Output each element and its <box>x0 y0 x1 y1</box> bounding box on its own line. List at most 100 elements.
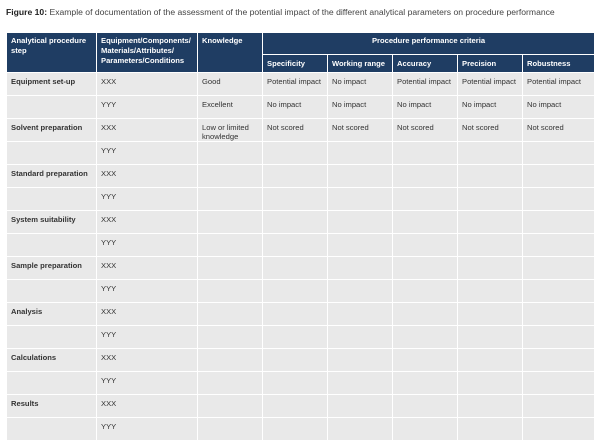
knowledge-cell: Good <box>197 72 263 96</box>
criterion-cell <box>457 233 523 257</box>
table-row: Standard preparation XXX <box>6 164 595 188</box>
knowledge-cell <box>197 233 263 257</box>
component-cell: XXX <box>96 72 198 96</box>
step-cell-empty <box>6 95 97 119</box>
criterion-cell <box>327 279 393 303</box>
knowledge-cell <box>197 187 263 211</box>
criterion-cell <box>457 325 523 349</box>
criterion-cell <box>262 141 328 165</box>
criterion-cell <box>262 279 328 303</box>
component-cell: XXX <box>96 118 198 142</box>
knowledge-cell <box>197 394 263 418</box>
criterion-cell: Potential impact <box>522 72 595 96</box>
header-accuracy: Accuracy <box>392 54 458 73</box>
criterion-cell <box>457 164 523 188</box>
criterion-cell <box>327 141 393 165</box>
component-cell: XXX <box>96 348 198 372</box>
table-row: Solvent preparation XXX Low or limited kno… <box>6 118 595 142</box>
header-components: Equipment/Components/ Materials/Attribut… <box>96 32 198 73</box>
knowledge-cell <box>197 371 263 395</box>
criterion-cell <box>392 210 458 234</box>
header-knowledge: Knowledge <box>197 32 263 73</box>
criterion-cell <box>522 302 595 326</box>
criterion-cell <box>522 371 595 395</box>
criterion-cell <box>457 187 523 211</box>
step-cell: Results <box>6 394 97 418</box>
criterion-cell <box>522 279 595 303</box>
criterion-cell: No impact <box>392 95 458 119</box>
criterion-cell: Not scored <box>457 118 523 142</box>
criterion-cell <box>457 417 523 441</box>
criterion-cell <box>262 394 328 418</box>
criterion-cell <box>327 233 393 257</box>
criterion-cell <box>522 394 595 418</box>
component-cell: XXX <box>96 394 198 418</box>
component-cell: XXX <box>96 210 198 234</box>
criterion-cell <box>522 141 595 165</box>
criterion-cell <box>262 371 328 395</box>
table-row: YYY <box>6 279 595 303</box>
table-row: YYY Excellent No impact No impact No impact N… <box>6 95 595 119</box>
step-cell-empty <box>6 141 97 165</box>
criterion-cell <box>457 279 523 303</box>
criterion-cell <box>327 325 393 349</box>
component-cell: XXX <box>96 164 198 188</box>
criterion-cell: Not scored <box>392 118 458 142</box>
criterion-cell <box>262 325 328 349</box>
table-row: YYY <box>6 325 595 349</box>
component-cell: YYY <box>96 325 198 349</box>
criterion-cell: Potential impact <box>457 72 523 96</box>
criterion-cell <box>262 210 328 234</box>
criterion-cell <box>327 371 393 395</box>
criterion-cell: Not scored <box>262 118 328 142</box>
component-cell: YYY <box>96 417 198 441</box>
criterion-cell: No impact <box>457 95 523 119</box>
knowledge-cell <box>197 210 263 234</box>
knowledge-cell <box>197 141 263 165</box>
component-cell: YYY <box>96 141 198 165</box>
table-row: Calculations XXX <box>6 348 595 372</box>
table-body: Equipment set-up XXX Good Potential impact N… <box>6 72 595 441</box>
table-row: YYY <box>6 233 595 257</box>
step-cell-empty <box>6 233 97 257</box>
criterion-cell: No impact <box>522 95 595 119</box>
knowledge-cell <box>197 302 263 326</box>
criterion-cell <box>392 187 458 211</box>
criterion-cell <box>522 210 595 234</box>
criterion-cell <box>327 210 393 234</box>
step-cell-empty <box>6 371 97 395</box>
criterion-cell <box>457 141 523 165</box>
table-row: Sample preparation XXX <box>6 256 595 280</box>
table-row: YYY <box>6 187 595 211</box>
criterion-cell <box>327 302 393 326</box>
knowledge-cell <box>197 164 263 188</box>
table-row: Analysis XXX <box>6 302 595 326</box>
step-cell: Sample preparation <box>6 256 97 280</box>
criterion-cell: Not scored <box>522 118 595 142</box>
knowledge-cell <box>197 417 263 441</box>
knowledge-cell: Low or limited knowledge <box>197 118 263 142</box>
table-row: YYY <box>6 141 595 165</box>
step-cell: Analysis <box>6 302 97 326</box>
criterion-cell <box>262 417 328 441</box>
header-criteria-group: Procedure performance criteria <box>262 32 595 55</box>
criterion-cell <box>327 348 393 372</box>
knowledge-cell <box>197 279 263 303</box>
header-specificity: Specificity <box>262 54 328 73</box>
criterion-cell <box>392 233 458 257</box>
criterion-cell <box>522 233 595 257</box>
criterion-cell <box>262 164 328 188</box>
criterion-cell <box>522 256 595 280</box>
criterion-cell <box>392 279 458 303</box>
criterion-cell <box>327 394 393 418</box>
knowledge-cell <box>197 325 263 349</box>
step-cell-empty <box>6 417 97 441</box>
knowledge-cell: Excellent <box>197 95 263 119</box>
criterion-cell: Potential impact <box>392 72 458 96</box>
step-cell: System suitability <box>6 210 97 234</box>
table-row: System suitability XXX <box>6 210 595 234</box>
criterion-cell: No impact <box>327 72 393 96</box>
criterion-cell <box>262 233 328 257</box>
criterion-cell <box>392 141 458 165</box>
criterion-cell <box>262 256 328 280</box>
